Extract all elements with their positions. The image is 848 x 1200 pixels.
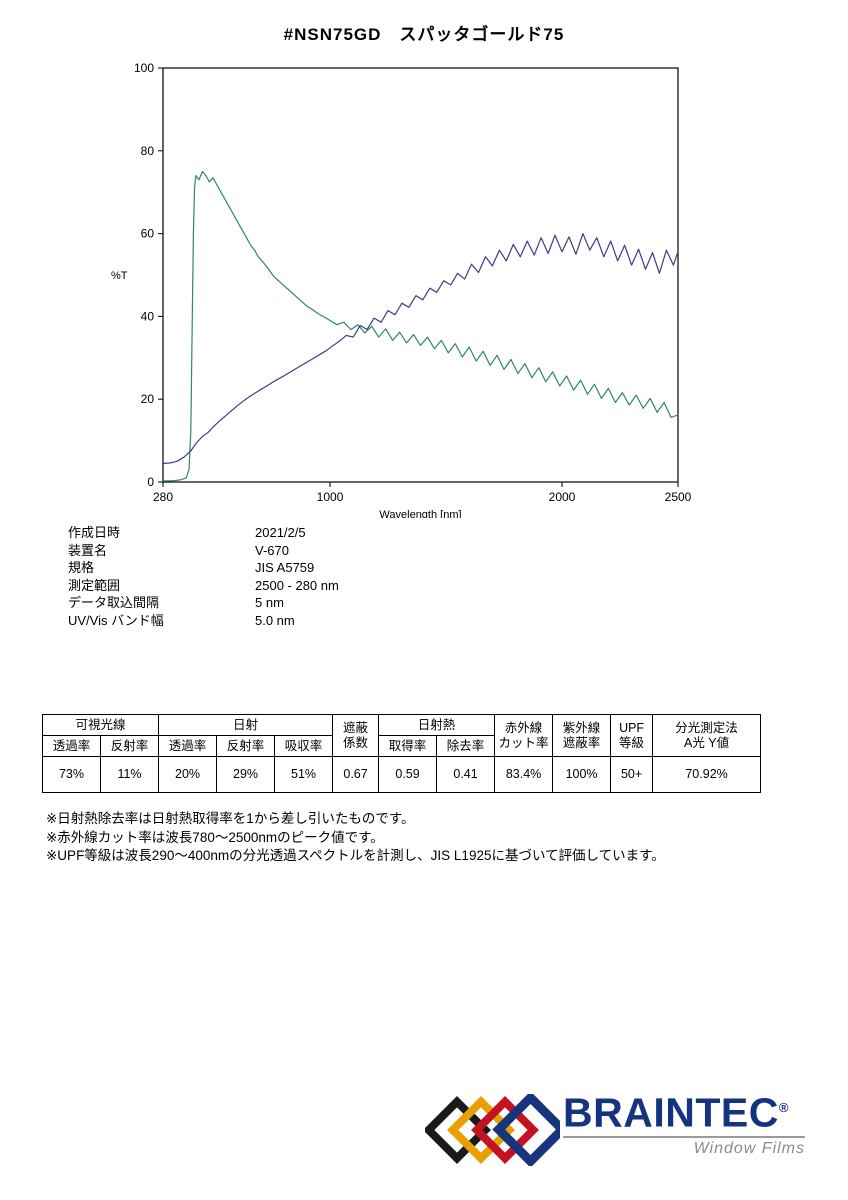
footnote-line: ※赤外線カット率は波長780～2500nmのピーク値です。 bbox=[46, 829, 384, 845]
group-upf-rating: UPF 等級 bbox=[610, 714, 654, 757]
value-solar-r: 29% bbox=[216, 756, 276, 793]
brand-divider bbox=[563, 1135, 805, 1138]
x-tick-label: 1000 bbox=[317, 490, 344, 504]
subheader-reflectance: 反射率 bbox=[216, 735, 276, 757]
chart-area: 0 20 40 60 80 100 280 1000 2000 2500 %T Wavelength … bbox=[60, 58, 720, 521]
group-visible-light: 可視光線 bbox=[41, 714, 160, 736]
subheader-removal-rate: 除去率 bbox=[436, 735, 496, 757]
footnote-line: ※日射熱除去率は日射熱取得率を1から差し引いたものです。 bbox=[46, 811, 415, 826]
registered-mark: ® bbox=[778, 1100, 789, 1115]
footnote-line: ※UPF等級は波長290～400nmの分光透過スペクトルを計測し、JIS L19… bbox=[46, 848, 665, 863]
x-tick-label: 2000 bbox=[549, 490, 576, 504]
x-axis-label: Wavelength [nm] bbox=[379, 509, 461, 518]
chart-frame bbox=[162, 67, 679, 483]
meta-label: 作成日時 bbox=[68, 525, 121, 540]
value-vlt: 73% bbox=[42, 756, 101, 793]
y-tick-label: 40 bbox=[141, 309, 155, 323]
brand-name: BRAINTEC® bbox=[563, 1086, 805, 1135]
value-solar-a: 51% bbox=[274, 756, 334, 793]
group-shading-coefficient: 遮蔽 係数 bbox=[332, 714, 380, 757]
series-green bbox=[163, 170, 679, 482]
subheader-absorptance: 吸収率 bbox=[274, 735, 334, 757]
meta-row: UV/Vis バンド幅 5.0 nm bbox=[68, 612, 339, 630]
logo-text: BRAINTEC® Window Films bbox=[563, 1086, 805, 1158]
meta-value: 5 nm bbox=[255, 595, 284, 610]
measurement-metadata: 作成日時 2021/2/5 装置名 V-670 規格 JIS A5759 測定範… bbox=[68, 524, 339, 629]
x-tick-label: 2500 bbox=[665, 490, 692, 504]
series-navy bbox=[162, 233, 679, 464]
x-tick-label: 280 bbox=[153, 490, 173, 504]
table-values-row: 73% 11% 20% 29% 51% 0.67 0.59 0.41 83.4%… bbox=[42, 756, 762, 793]
optical-results-table: 可視光線 日射 遮蔽 係数 日射熱 赤外線 カット率 紫外線 遮蔽率 UPF 等… bbox=[41, 714, 762, 793]
spectral-chart: 0 20 40 60 80 100 280 1000 2000 2500 %T Wavelength … bbox=[111, 61, 692, 521]
value-spectral-y: 70.92% bbox=[652, 756, 762, 793]
y-tick-label: 80 bbox=[141, 144, 155, 158]
meta-row: 測定範囲 2500 - 280 nm bbox=[68, 577, 339, 595]
value-heat-removal: 0.41 bbox=[436, 756, 496, 793]
group-solar-heat: 日射熱 bbox=[378, 714, 496, 736]
value-heat-gain: 0.59 bbox=[378, 756, 438, 793]
meta-row: 作成日時 2021/2/5 bbox=[68, 524, 339, 542]
subheader-transmittance: 透過率 bbox=[158, 735, 218, 757]
meta-label: 装置名 bbox=[68, 542, 108, 558]
y-tick-label: 0 bbox=[147, 475, 154, 489]
meta-label: 規格 bbox=[68, 560, 95, 575]
logo-diamonds-icon bbox=[425, 1094, 560, 1166]
meta-label: UV/Vis バンド幅 bbox=[68, 612, 164, 628]
y-axis-label: %T bbox=[111, 270, 128, 282]
value-solar-t: 20% bbox=[158, 756, 218, 793]
value-uv-shield: 100% bbox=[552, 756, 612, 793]
brand-label: BRAINTEC bbox=[563, 1089, 779, 1136]
meta-value: 5.0 nm bbox=[255, 612, 295, 628]
braintec-logo: BRAINTEC® Window Films bbox=[425, 1086, 805, 1170]
page-title: #NSN75GD スパッタゴールド75 bbox=[283, 25, 565, 44]
meta-row: 装置名 V-670 bbox=[68, 542, 339, 560]
value-shading-coefficient: 0.67 bbox=[332, 756, 380, 793]
y-tick-label: 100 bbox=[134, 61, 154, 75]
diamond-blue-icon bbox=[492, 1094, 560, 1166]
subheader-transmittance: 透過率 bbox=[42, 735, 101, 757]
table-group-header-row: 可視光線 日射 遮蔽 係数 日射熱 赤外線 カット率 紫外線 遮蔽率 UPF 等… bbox=[41, 714, 762, 757]
meta-row: 規格 JIS A5759 bbox=[68, 559, 339, 577]
value-vlr: 11% bbox=[99, 756, 160, 793]
group-solar: 日射 bbox=[158, 714, 334, 736]
y-tick-label: 60 bbox=[141, 227, 155, 241]
brand-tagline: Window Films bbox=[693, 1139, 805, 1157]
subheader-gain-rate: 取得率 bbox=[378, 735, 438, 757]
group-spectral-y-value: 分光測定法 A光 Y値 bbox=[652, 714, 762, 757]
value-upf: 50+ bbox=[610, 756, 654, 793]
subheader-reflectance: 反射率 bbox=[99, 735, 160, 757]
meta-value: 2021/2/5 bbox=[255, 525, 306, 540]
value-ir-cut: 83.4% bbox=[494, 756, 554, 793]
meta-label: データ取込間隔 bbox=[68, 595, 160, 610]
group-ir-cut-rate: 赤外線 カット率 bbox=[494, 714, 554, 757]
group-uv-shielding-rate: 紫外線 遮蔽率 bbox=[552, 714, 612, 757]
meta-row: データ取込間隔 5 nm bbox=[68, 594, 339, 612]
meta-label: 測定範囲 bbox=[68, 577, 121, 593]
y-tick-label: 20 bbox=[141, 392, 155, 406]
meta-value: V-670 bbox=[255, 542, 289, 558]
meta-value: JIS A5759 bbox=[255, 560, 315, 575]
footnotes: ※日射熱除去率は日射熱取得率を1から差し引いたものです。 ※赤外線カット率は波長… bbox=[46, 810, 665, 866]
meta-value: 2500 - 280 nm bbox=[255, 577, 339, 593]
